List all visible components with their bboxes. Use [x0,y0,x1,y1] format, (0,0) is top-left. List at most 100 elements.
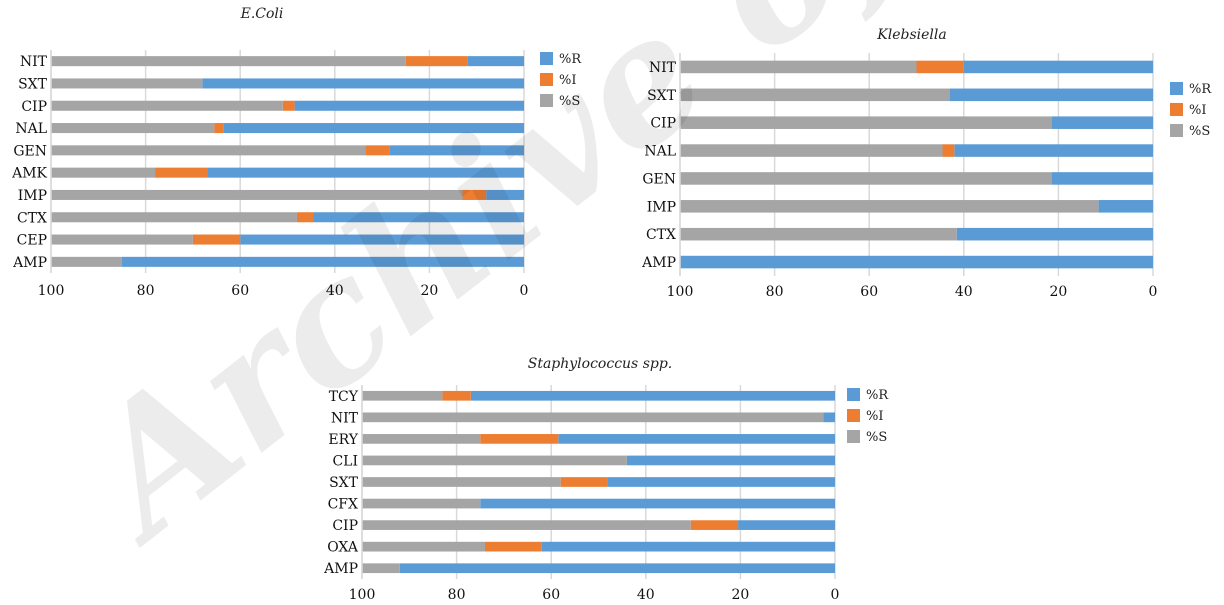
klebsiella-category-label: SXT [647,88,677,104]
klebsiella-category-label: NIT [649,60,677,76]
ecoli-bar-imp-i [462,189,487,200]
klebsiella-category-label: IMP [647,199,676,215]
klebsiella-legend-label: %I [1189,103,1207,118]
staph-x-tick-label: 100 [349,587,376,603]
klebsiella-category-label: CIP [650,116,676,132]
klebsiella-x-tick-label: 0 [1149,284,1158,300]
klebsiella-bar-nal-s [680,144,943,157]
klebsiella-bar-sxt-r [949,88,1153,102]
staph-legend-label: %R [866,388,889,403]
klebsiella-bar-imp-r [1098,200,1153,213]
klebsiella-bar-imp-s [680,200,1099,213]
ecoli-chart-panel: E.Coli 100 80 60 40 20 0 NIT SXT CIP NAL GEN AMK IMP C… [0,0,612,300]
staphylococcus-chart: Staphylococcus spp. 100 80 60 40 20 0 TCY NIT ERY… [323,356,889,603]
ecoli-bar-cep-i [192,234,241,245]
staphylococcus-chart-panel: Staphylococcus spp. 100 80 60 40 20 0 TCY NIT ERY… [300,300,920,603]
staph-bar-nit-r [823,412,835,423]
ecoli-bar-nal-i [214,123,224,134]
staph-legend-swatch-s [847,430,860,443]
ecoli-legend-label: %R [559,52,582,67]
staph-chart-title: Staphylococcus spp. [528,356,673,372]
ecoli-legend-swatch-s [540,94,553,107]
klebsiella-bar-sxt-s [680,88,950,102]
ecoli-category-label: CTX [17,210,47,226]
staph-x-tick-label: 40 [637,587,655,603]
klebsiella-bar-gen-s [680,172,1052,185]
klebsiella-bar-nit-i [916,60,964,74]
ecoli-bar-amp-r [121,256,524,267]
staph-bar-oxa-i [484,541,542,552]
ecoli-bar-sxt-r [202,78,525,89]
klebsiella-legend-label: %R [1189,82,1212,97]
ecoli-x-tick-label: 100 [38,283,65,299]
klebsiella-bar-ctx-r [956,227,1153,241]
staph-legend-label: %S [866,430,887,445]
klebsiella-chart: Klebsiella 100 80 60 40 20 0 NIT SXT CIP NAL GEN IMP… [641,27,1212,300]
klebsiella-x-tick-label: 100 [667,284,694,300]
ecoli-legend-label: %I [559,73,577,88]
staph-bar-cip-i [690,520,739,530]
ecoli-bar-cep-r [240,234,524,245]
ecoli-bar-amk-i [155,167,208,178]
staph-bar-ery-i [480,434,559,444]
ecoli-x-tick-label: 40 [326,283,344,299]
ecoli-x-tick-label: 20 [420,283,438,299]
klebsiella-bar-nit-s [680,60,917,74]
staph-legend-swatch-i [847,409,860,422]
staph-bar-tcy-s [362,390,443,401]
staph-bar-cip-r [738,520,835,530]
klebsiella-legend-label: %S [1189,124,1210,139]
ecoli-chart-title: E.Coli [240,6,284,22]
ecoli-bar-cip-r [294,100,524,111]
klebsiella-chart-title: Klebsiella [876,27,946,43]
klebsiella-bar-gen-r [1051,172,1153,185]
ecoli-legend-swatch-r [540,52,553,65]
staph-bar-oxa-s [362,541,485,552]
klebsiella-category-label: CTX [646,227,676,243]
ecoli-bar-nit-s [51,56,406,67]
klebsiella-legend-swatch-r [1170,82,1183,95]
klebsiella-category-label: NAL [644,144,676,160]
ecoli-bar-cep-s [51,234,193,245]
ecoli-bar-amp-s [51,256,122,267]
ecoli-bar-nit-r [467,56,524,67]
staph-bar-nit-s [362,412,824,423]
ecoli-bar-imp-r [486,189,524,200]
staph-bar-cfx-s [362,498,481,509]
klebsiella-bar-amp-r [680,255,1153,269]
klebsiella-x-tick-label: 40 [955,284,973,300]
ecoli-bar-nit-i [405,56,468,67]
staph-bar-tcy-r [470,390,835,401]
ecoli-chart: E.Coli 100 80 60 40 20 0 NIT SXT CIP NAL GEN AMK IMP C… [11,6,582,299]
klebsiella-bar-nal-r [954,144,1153,157]
staph-category-label: AMP [323,561,358,577]
klebsiella-bar-nal-i [942,144,955,157]
ecoli-category-label: AMK [11,166,47,182]
klebsiella-x-tick-label: 80 [766,284,784,300]
ecoli-category-label: SXT [18,76,48,92]
staph-bar-amp-s [362,563,400,574]
ecoli-legend-label: %S [559,94,580,109]
staph-legend-swatch-r [847,388,860,401]
staph-category-label: ERY [328,432,358,448]
staph-bar-sxt-s [362,477,561,487]
klebsiella-category-label: GEN [642,171,676,187]
staph-category-label: NIT [331,410,359,426]
staph-category-label: SXT [329,475,359,491]
staph-x-tick-label: 80 [448,587,466,603]
staph-bar-amp-r [399,563,835,574]
staph-bar-cip-s [362,520,691,530]
staph-category-label: CLI [332,453,358,469]
ecoli-bar-gen-i [365,145,390,156]
staph-legend-label: %I [866,409,884,424]
staph-category-label: OXA [327,540,359,556]
ecoli-category-label: IMP [18,188,47,204]
staph-category-label: CFX [328,497,358,513]
ecoli-legend-swatch-i [540,73,553,86]
klebsiella-legend-swatch-s [1170,124,1183,137]
ecoli-category-label: NIT [20,54,48,70]
ecoli-bar-amk-r [207,167,524,178]
staph-bar-cli-r [626,455,835,466]
ecoli-bar-cip-s [51,100,283,111]
staph-category-label: TCY [329,389,359,405]
